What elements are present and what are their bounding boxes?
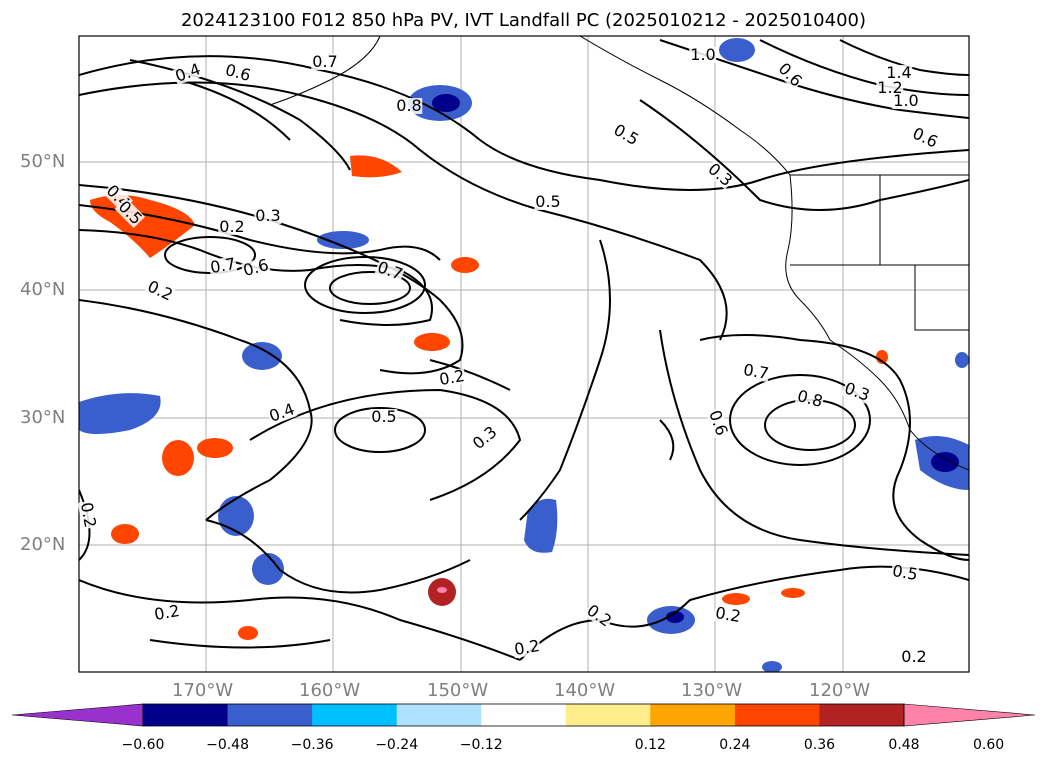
lat-label-30n: 30°N — [20, 407, 66, 428]
colorbar-tick-label: −0.36 — [290, 737, 334, 753]
lon-label-150w: 150°W — [427, 680, 489, 701]
lat-label-20n: 20°N — [20, 534, 66, 555]
colorbar-tick-label: −0.60 — [121, 737, 165, 753]
contour-label: 0.7 — [741, 359, 771, 384]
colorbar-tick-label: 0.12 — [634, 737, 666, 753]
contour-label: 0.5 — [890, 560, 920, 585]
contour-label: 0.2 — [76, 500, 101, 530]
colorbar-extend-max — [903, 703, 1036, 727]
colorbar-segment — [143, 704, 229, 726]
contour-label: 0.5 — [534, 192, 562, 211]
plot-frame — [78, 35, 970, 673]
contour-label: 1.2 — [876, 78, 904, 97]
contour-label: 1.0 — [892, 91, 920, 110]
colorbar-tick-label: 0.60 — [972, 737, 1005, 753]
colorbar-tick-label: −0.12 — [459, 737, 503, 753]
colorbar-segment — [481, 704, 567, 726]
colorbar-tick-label: −0.24 — [375, 737, 419, 753]
colorbar-segment — [227, 704, 313, 726]
colorbar — [11, 703, 1036, 727]
lat-label-50n: 50°N — [20, 151, 66, 172]
lat-label-40n: 40°N — [20, 279, 66, 300]
colorbar-segment — [650, 704, 736, 726]
lon-label-120w: 120°W — [809, 680, 871, 701]
contour-label: 1.4 — [885, 63, 913, 82]
colorbar-tick-label: −0.48 — [206, 737, 249, 753]
contour-label: 0.7 — [208, 253, 238, 278]
colorbar-tick-label: 0.36 — [803, 737, 836, 753]
colorbar-segment — [312, 704, 398, 726]
pv-fill-negative — [79, 38, 969, 672]
plot-area — [79, 36, 969, 672]
colorbar-extend-min — [11, 703, 144, 727]
contour-label: 0.8 — [395, 96, 423, 115]
contour-label: 1.0 — [689, 45, 717, 64]
map-title: 2024123100 F012 850 hPa PV, IVT Landfall… — [180, 10, 867, 31]
lon-label-140w: 140°W — [554, 680, 616, 701]
contour-label: 0.2 — [900, 647, 928, 666]
contour-label: 0.2 — [437, 365, 467, 390]
contour-label: 0.2 — [512, 635, 542, 660]
colorbar-segment — [396, 704, 482, 726]
lon-label-170w: 170°W — [172, 680, 234, 701]
colorbar-segment — [734, 704, 820, 726]
contour-label: 0.7 — [311, 52, 339, 71]
contour-label: 0.2 — [713, 602, 743, 627]
contour-label: 0.3 — [254, 206, 282, 225]
colorbar-tick-label: 0.24 — [719, 737, 751, 753]
colorbar-tick-label: 0.48 — [888, 737, 920, 753]
colorbar-segment — [565, 704, 651, 726]
colorbar-frame — [142, 703, 905, 727]
contour-label: 0.2 — [218, 217, 246, 236]
lon-label-160w: 160°W — [299, 680, 361, 701]
lon-label-130w: 130°W — [681, 680, 743, 701]
contour-label: 0.5 — [370, 407, 398, 426]
contour-label: 0.2 — [152, 600, 182, 625]
coastlines — [269, 36, 969, 471]
colorbar-segment — [819, 704, 905, 726]
